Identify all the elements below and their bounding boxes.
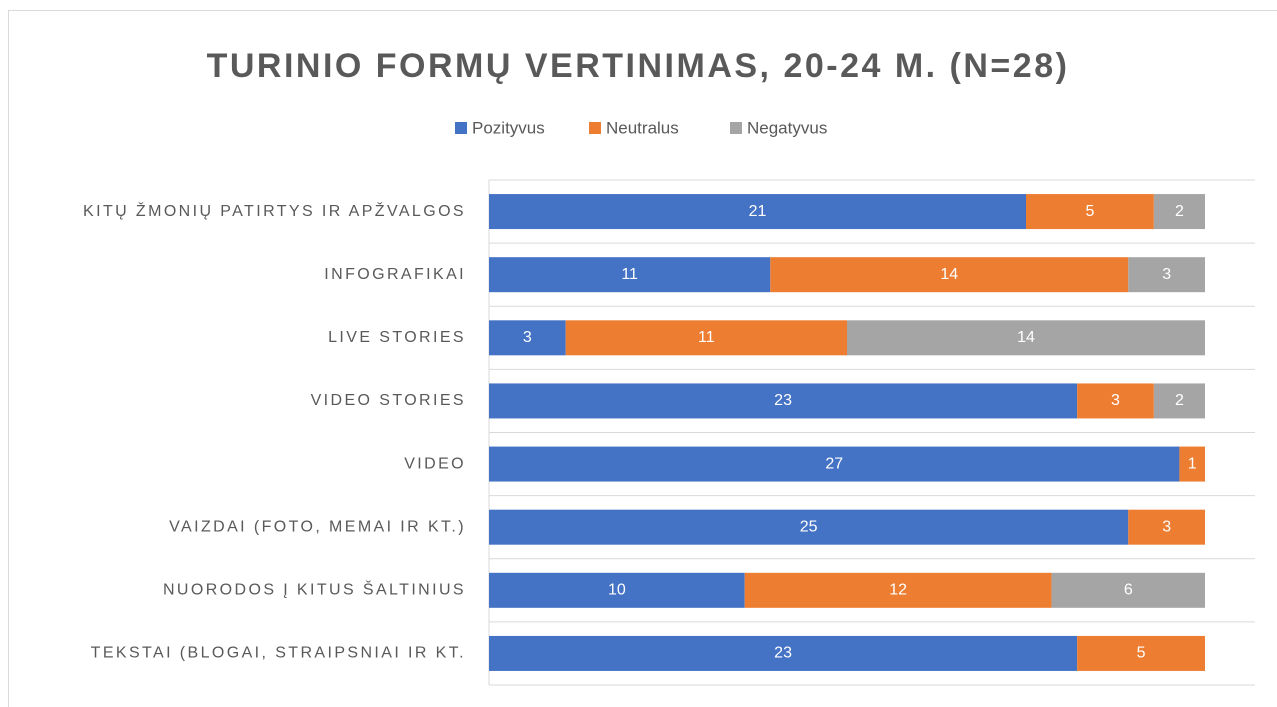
data-label: 23 [774, 392, 792, 409]
data-label: 11 [621, 266, 638, 283]
y-tick-label: TEKSTAI (BLOGAI, STRAIPSNIAI IR KT. [91, 645, 466, 662]
bar-segment [489, 320, 566, 356]
data-label: 2 [1175, 203, 1184, 220]
bar-segment [1153, 194, 1205, 230]
bar-segment [489, 194, 1026, 230]
data-label: 23 [774, 645, 792, 662]
y-tick-label: VAIZDAI (FOTO, MEMAI IR KT.) [169, 518, 466, 535]
y-tick-label: VIDEO STORIES [311, 392, 466, 409]
y-tick-label: NUORODOS Į KITUS ŠALTINIUS [163, 580, 466, 599]
bar-segment [489, 635, 1078, 671]
bar-segment [847, 320, 1205, 356]
legend-label: Neutralus [606, 118, 679, 137]
data-label: 2 [1175, 392, 1184, 409]
bar-segment [489, 446, 1180, 482]
chart-frame [8, 10, 1277, 707]
bar-segment [1077, 383, 1154, 419]
bar-segment [489, 257, 771, 293]
data-label: 14 [940, 266, 958, 283]
bar-segment [1179, 446, 1205, 482]
legend-label: Negatyvus [747, 118, 827, 137]
data-label: 27 [825, 455, 843, 472]
bar-segment [744, 572, 1052, 608]
bar-segment [1026, 194, 1154, 230]
chart-title: TURINIO FORMŲ VERTINIMAS, 20-24 M. (N=28… [207, 47, 1070, 85]
data-label: 21 [749, 203, 767, 220]
data-label: 12 [889, 582, 907, 599]
y-tick-label: KITŲ ŽMONIŲ PATIRTYS IR APŽVALGOS [83, 201, 466, 220]
y-tick-label: LIVE STORIES [328, 329, 466, 346]
bar-segment [565, 320, 847, 356]
data-label: 11 [698, 329, 715, 346]
data-label: 14 [1017, 329, 1035, 346]
y-tick-label: INFOGRAFIKAI [324, 266, 466, 283]
data-label: 3 [1111, 392, 1120, 409]
data-label: 1 [1188, 455, 1197, 472]
y-tick-label: VIDEO [404, 455, 466, 472]
data-label: 3 [1162, 266, 1171, 283]
data-label: 3 [523, 329, 532, 346]
bar-segment [1051, 572, 1205, 608]
bar-segment [489, 383, 1078, 419]
legend-swatch [730, 122, 742, 134]
legend-swatch [589, 122, 601, 134]
bar-segment [770, 257, 1129, 293]
legend-swatch [455, 122, 467, 134]
legend-label: Pozityvus [472, 118, 545, 137]
data-label: 5 [1085, 203, 1094, 220]
bar-segment [1128, 509, 1205, 545]
bar-segment [489, 509, 1129, 545]
bar-segment [489, 572, 745, 608]
data-label: 5 [1137, 645, 1146, 662]
bar-segment [1128, 257, 1205, 293]
bar-segment [1153, 383, 1205, 419]
bar-segment [1077, 635, 1205, 671]
data-label: 10 [608, 582, 626, 599]
data-label: 25 [800, 518, 818, 535]
data-label: 3 [1162, 518, 1171, 535]
data-label: 6 [1124, 582, 1133, 599]
